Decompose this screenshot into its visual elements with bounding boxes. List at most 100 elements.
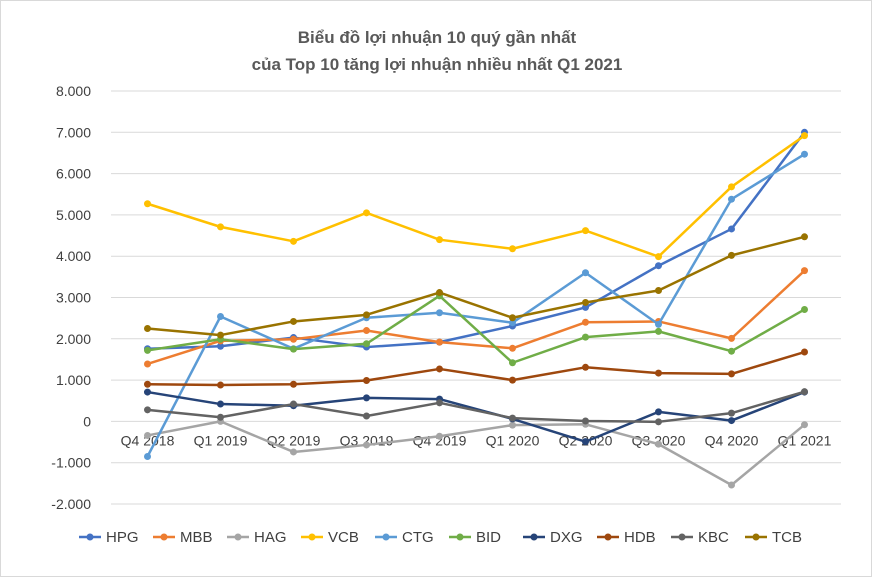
data-point [582,298,589,306]
x-tick-label: Q3 2020 [632,432,686,448]
data-point [436,432,443,440]
y-tick-label: 3.000 [56,290,91,306]
legend-marker [382,533,390,541]
data-point [801,233,808,241]
legend-marker [678,533,686,541]
data-point [582,333,589,341]
legend-marker [160,533,168,541]
series-lines [144,128,808,489]
x-tick-label: Q4 2019 [413,432,467,448]
data-point [509,245,516,253]
legend-marker [530,533,538,541]
data-point [290,380,297,388]
data-point [728,370,735,378]
series-kbc [144,388,808,426]
data-point [728,225,735,233]
data-point [436,289,443,297]
series-line [147,350,805,387]
legend-item-hpg: HPG [79,529,139,546]
data-point [144,388,151,396]
data-point [290,345,297,353]
data-point [144,346,151,354]
series-tcb [144,233,808,339]
gridlines [111,90,841,505]
data-point [655,286,662,294]
data-point [728,195,735,203]
series-mbb [144,267,808,368]
legend-item-tcb: TCB [745,529,802,546]
data-point [582,303,589,311]
legend-label: HAG [254,529,287,546]
legend-marker [234,533,242,541]
data-point [363,441,370,449]
data-point [655,320,662,328]
legend-marker [456,533,464,541]
series-vcb [144,132,808,261]
data-point [655,327,662,335]
data-point [363,377,370,385]
data-point [582,363,589,371]
x-tick-label: Q1 2019 [194,432,248,448]
data-point [509,344,516,352]
x-tick-label: Q2 2019 [267,432,321,448]
data-point [363,412,370,420]
data-point [509,376,516,384]
legend-marker [604,533,612,541]
legend-item-kbc: KBC [671,529,729,546]
legend-label: BID [476,529,501,546]
x-tick-label: Q4 2020 [705,432,759,448]
x-tick-label: Q1 2020 [486,432,540,448]
data-point [509,359,516,367]
y-tick-label: 7.000 [56,124,91,140]
chart-subtitle: của Top 10 tăng lợi nhuận nhiều nhất Q1 … [252,55,623,74]
data-point [363,394,370,402]
legend-label: MBB [180,529,213,546]
data-point [509,421,516,429]
data-point [582,417,589,425]
legend-item-bid: BID [449,529,501,546]
series-line [147,235,805,337]
data-point [144,200,151,208]
series-bid [144,292,808,367]
legend-label: HDB [624,529,656,546]
data-point [509,319,516,327]
legend-marker [308,533,316,541]
legend-item-hdb: HDB [597,529,656,546]
series-line [147,294,806,365]
data-point [436,236,443,244]
data-point [655,408,662,416]
data-point [144,324,151,332]
data-point [801,305,808,313]
legend-label: CTG [402,529,434,546]
data-point [655,369,662,377]
data-point [728,409,735,417]
data-point [436,399,443,407]
data-point [290,400,297,408]
data-point [363,311,370,319]
legend-marker [752,533,760,541]
data-point [290,317,297,325]
legend-item-vcb: VCB [301,529,359,546]
data-point [509,314,516,322]
data-point [728,183,735,191]
data-point [290,237,297,245]
data-point [363,340,370,348]
y-tick-label: -1.000 [51,455,91,471]
data-point [582,438,589,446]
data-point [509,414,516,422]
data-point [217,312,224,320]
series-line [147,131,806,350]
data-point [801,421,808,429]
data-point [217,342,224,350]
data-point [144,406,151,414]
data-point [801,267,808,275]
legend-marker [86,533,94,541]
y-tick-label: 1.000 [56,372,91,388]
legend-label: VCB [328,529,359,546]
data-point [801,388,808,396]
data-point [436,338,443,346]
data-point [363,209,370,217]
x-tick-label: Q4 2018 [121,432,175,448]
legend-item-ctg: CTG [375,529,434,546]
